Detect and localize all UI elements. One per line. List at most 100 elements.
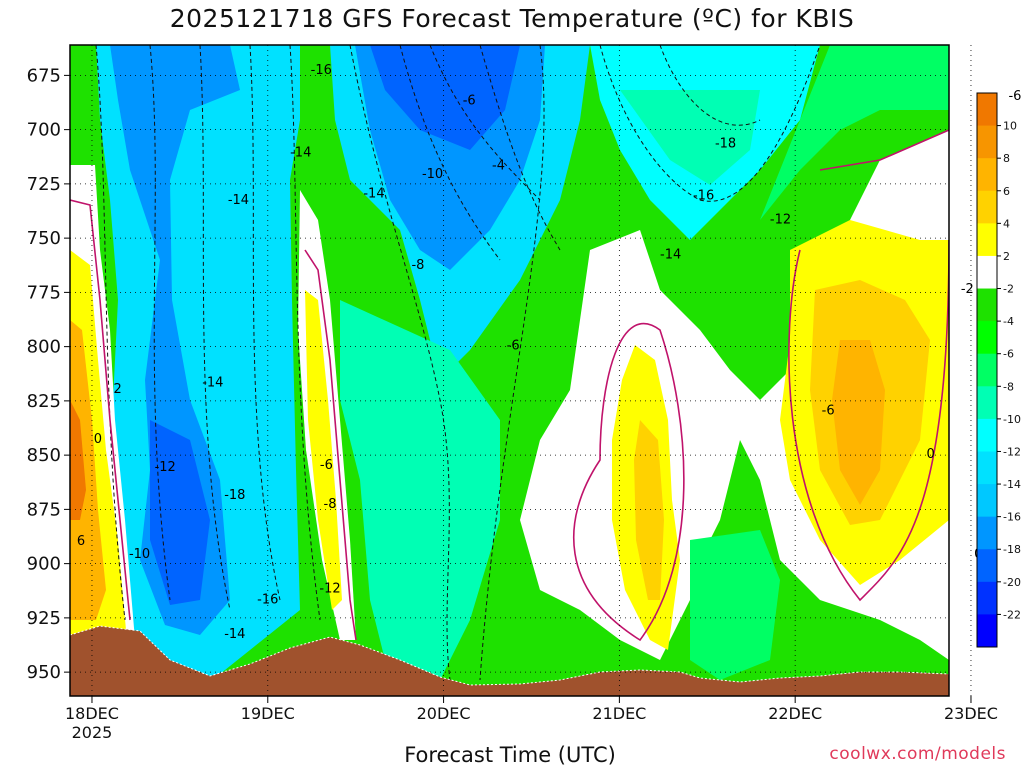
y-tick-label: 725 bbox=[27, 174, 61, 195]
colorbar-tick-label: -2 bbox=[1003, 283, 1014, 296]
grid-lines bbox=[70, 45, 972, 696]
colorbar-segment bbox=[977, 516, 997, 550]
colorbar-segment bbox=[977, 255, 997, 290]
chart-title: 2025121718 GFS Forecast Temperature (ºC)… bbox=[169, 4, 855, 33]
y-tick-label: 825 bbox=[27, 391, 61, 412]
y-tick-label: 925 bbox=[27, 608, 61, 629]
contour-label: -16 bbox=[257, 592, 278, 607]
contour-label: 6 bbox=[77, 534, 85, 549]
x-axis-label: Forecast Time (UTC) bbox=[404, 743, 616, 767]
warm-region-2-core bbox=[832, 340, 885, 505]
contour-label: -16 bbox=[693, 189, 714, 204]
y-tick-label: 800 bbox=[27, 337, 61, 358]
colorbar-tick-label: -20 bbox=[1003, 576, 1021, 589]
cold-region-upper-deep bbox=[370, 45, 520, 150]
contour-label: -6 bbox=[320, 458, 333, 473]
y-tick-label: 900 bbox=[27, 554, 61, 575]
contour-label: -16 bbox=[311, 63, 332, 78]
colorbar-tick-label: -18 bbox=[1003, 543, 1021, 556]
colorbar-segment bbox=[977, 321, 997, 355]
colorbar-segment bbox=[977, 353, 997, 387]
contour-label: -14 bbox=[228, 193, 249, 208]
colorbar-tick-label: 6 bbox=[1003, 185, 1010, 198]
x-tick-label: 18DEC bbox=[65, 704, 119, 723]
x-tick-label: 23DEC bbox=[944, 704, 998, 723]
contour-label: -6 bbox=[463, 93, 476, 108]
y-tick-label: 775 bbox=[27, 282, 61, 303]
colorbar-segment bbox=[977, 386, 997, 420]
contour-label: -12 bbox=[155, 460, 176, 475]
contour-label: -14 bbox=[660, 247, 681, 262]
plot-frame bbox=[69, 44, 950, 697]
y-tick-label: 850 bbox=[27, 445, 61, 466]
contour-label: -12 bbox=[319, 582, 340, 597]
temperature-field bbox=[70, 45, 949, 696]
colorbar-tick-label: 2 bbox=[1003, 250, 1010, 263]
contour-label: -4 bbox=[492, 158, 505, 173]
contour-label: -14 bbox=[290, 145, 311, 160]
contour-label: -8 bbox=[411, 258, 424, 273]
credit-link[interactable]: coolwx.com/models bbox=[829, 744, 1006, 764]
colorbar-frame bbox=[976, 92, 998, 648]
colorbar-tick-label: -4 bbox=[1003, 315, 1014, 328]
cold-region-left-core bbox=[110, 45, 240, 635]
contour-label: -14 bbox=[363, 187, 384, 202]
contour-labels: -16 -14 -14 -10 -6 -4 -8 -6 -18 -16 -12 -14 -6 -10 -8 -… bbox=[77, 63, 1022, 642]
warm-region-1-core bbox=[634, 420, 664, 600]
contour-label: 0 bbox=[927, 447, 935, 462]
colorbar-segment bbox=[977, 418, 997, 452]
contour-lines bbox=[95, 45, 821, 681]
y-tick-label: 950 bbox=[27, 662, 61, 683]
colorbar-segment bbox=[977, 223, 997, 257]
contour-label: -18 bbox=[715, 137, 736, 152]
colorbar-tick-label: -8 bbox=[1003, 380, 1014, 393]
colorbar-segment bbox=[977, 190, 997, 224]
contour-label: -6 bbox=[1008, 89, 1021, 104]
x-tick-label: 20DEC bbox=[417, 704, 471, 723]
colorbar-segment bbox=[977, 581, 997, 615]
colorbar-tick-label: 4 bbox=[1003, 217, 1010, 230]
contour-label: 2 bbox=[113, 382, 121, 397]
contour-label: -2 bbox=[961, 282, 974, 297]
green-band-right bbox=[760, 45, 949, 220]
colorbar-tick-label: -12 bbox=[1003, 445, 1021, 458]
colorbar-segment bbox=[977, 288, 997, 322]
warm-ribbon-yellow bbox=[305, 290, 342, 610]
contour-label: -6 bbox=[822, 404, 835, 419]
colorbar-segment bbox=[977, 93, 997, 127]
contour-label: 0 bbox=[94, 432, 102, 447]
contour-label: -10 bbox=[129, 547, 150, 562]
colorbar: 10 8 6 4 2 -2 -4 -6 -8 -10 -12 -14 -16 -18 -20 -22 bbox=[976, 92, 1021, 648]
colorbar-segment bbox=[977, 614, 997, 648]
colorbar-segment bbox=[977, 549, 997, 583]
colorbar-tick-label: -22 bbox=[1003, 608, 1021, 621]
colorbar-segment bbox=[977, 451, 997, 485]
contour-label: -14 bbox=[202, 375, 223, 390]
contour-label: -12 bbox=[770, 213, 791, 228]
cool-region-right-inner bbox=[620, 90, 760, 185]
y-tick-label: 875 bbox=[27, 499, 61, 520]
zero-contours bbox=[70, 129, 949, 642]
contour-label: -8 bbox=[324, 497, 337, 512]
colorbar-tick-label: 10 bbox=[1003, 120, 1017, 133]
colorbar-segment bbox=[977, 125, 997, 159]
contour-label: -10 bbox=[422, 167, 443, 182]
colorbar-tick-label: 8 bbox=[1003, 152, 1010, 165]
ground-terrain bbox=[69, 625, 950, 697]
colorbar-tick-label: -16 bbox=[1003, 511, 1021, 524]
y-axis-ticks: 675 700 725 750 775 800 825 850 875 900 925 950 bbox=[27, 65, 70, 683]
colorbar-tick-label: -6 bbox=[1003, 348, 1014, 361]
y-tick-label: 700 bbox=[27, 120, 61, 141]
x-tick-label: 19DEC bbox=[241, 704, 295, 723]
x-tick-label: 22DEC bbox=[768, 704, 822, 723]
contour-label: -6 bbox=[507, 338, 520, 353]
x-tick-year: 2025 bbox=[72, 723, 113, 742]
x-axis-ticks: 18DEC19DEC20DEC21DEC22DEC23DEC24DEC25DEC… bbox=[65, 696, 998, 742]
contour-label: -14 bbox=[224, 627, 245, 642]
y-tick-label: 675 bbox=[27, 65, 61, 86]
contour-label: -18 bbox=[224, 488, 245, 503]
green-patch-lower-right bbox=[690, 530, 780, 680]
y-tick-label: 750 bbox=[27, 228, 61, 249]
x-tick-label: 21DEC bbox=[592, 704, 646, 723]
